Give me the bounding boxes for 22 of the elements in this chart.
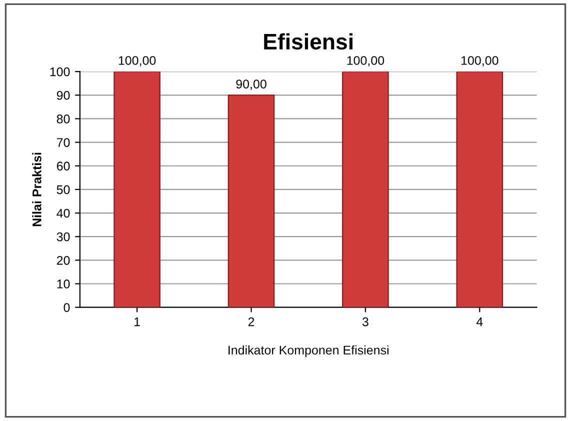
x-tick-label: 2 <box>248 317 254 326</box>
y-tick-label: 60 <box>56 162 70 171</box>
data-label: 100,00 <box>461 56 498 66</box>
y-tick-label: 20 <box>56 256 70 265</box>
y-tick-label: 50 <box>56 185 70 194</box>
y-tick-label: 30 <box>56 232 70 242</box>
y-tick-label: 0 <box>64 303 70 312</box>
data-label: 90,00 <box>236 80 266 90</box>
x-tick-label: 3 <box>362 317 368 326</box>
y-tick-label: 80 <box>56 114 70 124</box>
x-tick-label: 4 <box>476 318 483 326</box>
y-tick-label: 100 <box>50 67 70 76</box>
x-axis-title: Indikator Komponen Efisiensi <box>228 345 388 358</box>
y-tick-label: 90 <box>56 90 70 100</box>
x-tick-label: 1 <box>134 318 140 326</box>
data-label: 100,00 <box>347 56 384 66</box>
data-label: 100,00 <box>118 56 156 66</box>
chart-title: Efisiensi <box>264 33 352 50</box>
y-tick-label: 10 <box>57 280 70 288</box>
y-tick-label: 40 <box>56 208 70 218</box>
y-tick-label: 70 <box>56 138 70 147</box>
y-axis-title: Nilai Praktisi <box>32 152 42 226</box>
